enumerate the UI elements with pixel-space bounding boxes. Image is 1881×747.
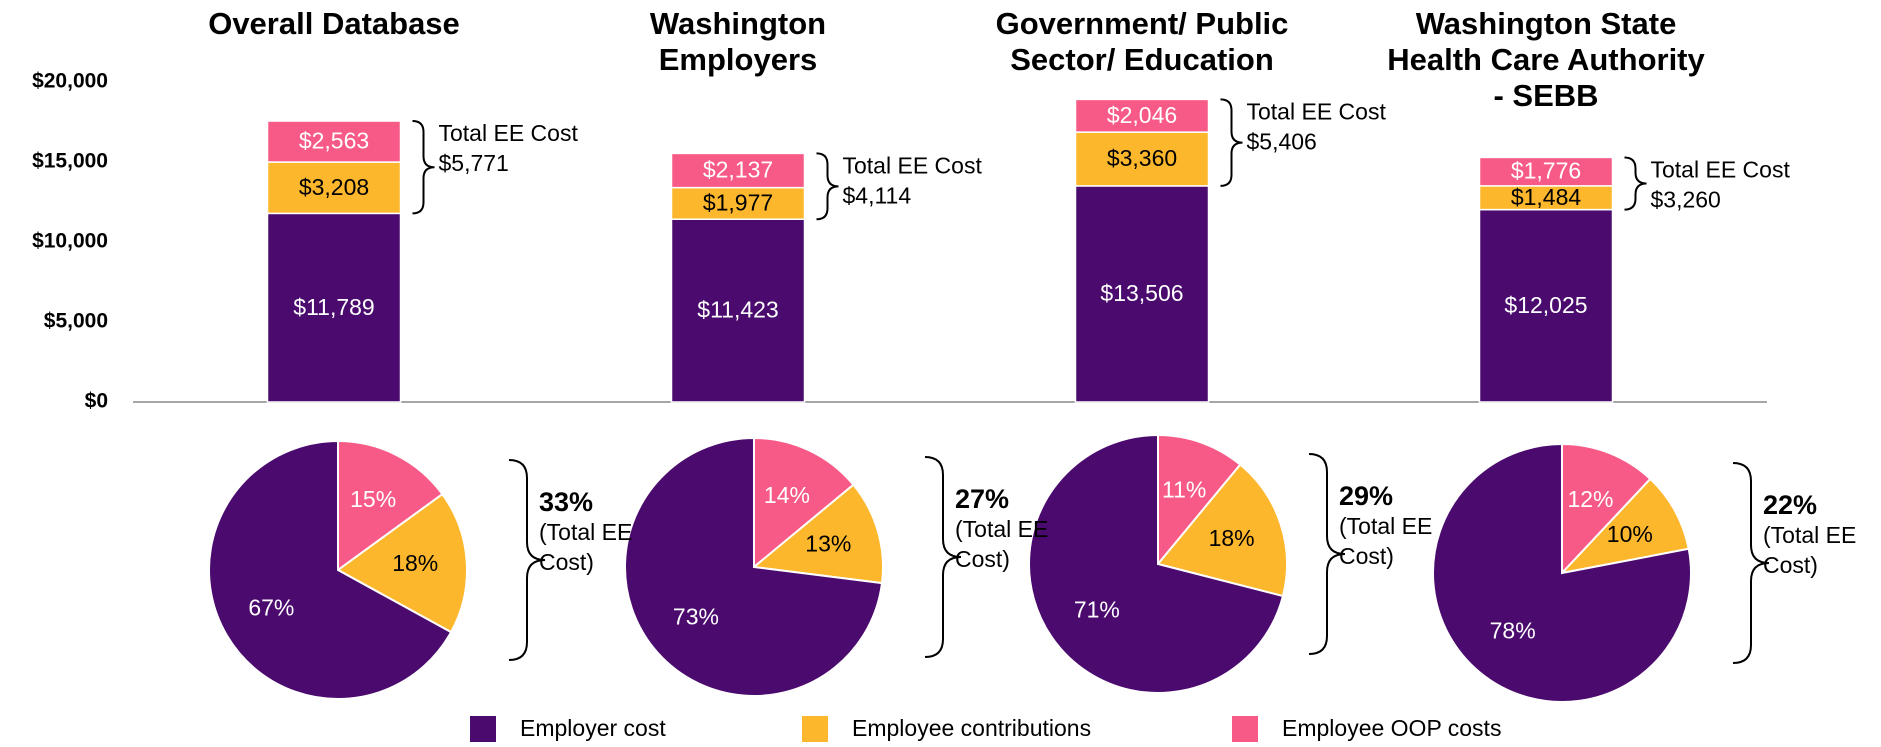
- total-label: Total EE Cost: [439, 120, 579, 146]
- total-brace: [412, 120, 435, 215]
- legend-swatch: [802, 716, 828, 742]
- total-brace: [1732, 462, 1770, 664]
- pie-total: 33%: [539, 487, 594, 517]
- y-tick-label: $15,000: [32, 150, 108, 173]
- pie-value-label: 71%: [1074, 597, 1120, 623]
- legend-label: Employee OOP costs: [1282, 715, 1501, 741]
- total-label: Total EE Cost: [1247, 98, 1387, 124]
- pie-note-text: (Total EE Cost): [1339, 513, 1433, 569]
- total-brace: [924, 456, 962, 658]
- total-value: $3,260: [1651, 187, 1721, 213]
- bar-value-label: $2,046: [1107, 102, 1177, 128]
- pie-slice: [753, 436, 855, 570]
- total-brace: [508, 459, 546, 661]
- total-brace: [1308, 453, 1346, 655]
- column-title: Overall Database: [208, 6, 460, 41]
- bar-segment: [266, 161, 402, 215]
- pie-note-text: (Total EE Cost): [539, 519, 633, 575]
- total-label: Total EE Cost: [843, 152, 983, 178]
- legend-label: Employer cost: [520, 715, 666, 741]
- pie-note: 29% (Total EE Cost): [1339, 481, 1454, 571]
- pie-slice: [1157, 433, 1242, 567]
- pie-slice: [336, 492, 468, 634]
- pie-value-label: 18%: [1209, 525, 1255, 551]
- pie-value-label: 78%: [1490, 618, 1536, 644]
- legend-swatch: [470, 716, 496, 742]
- pie-value-label: 10%: [1607, 521, 1653, 547]
- column-title: Government/ Public Sector/ Education: [995, 6, 1289, 77]
- pie-total: 29%: [1339, 481, 1394, 511]
- bar-segment: [1478, 156, 1614, 187]
- pie-total: 22%: [1763, 490, 1818, 520]
- pie-slice: [337, 439, 444, 572]
- pie-value-label: 14%: [764, 482, 810, 508]
- legend-swatch: [1232, 716, 1258, 742]
- bar-value-label: $1,977: [703, 189, 773, 215]
- pie-slice: [208, 439, 453, 700]
- pie-note-text: (Total EE Cost): [955, 516, 1049, 572]
- total-brace: [1624, 156, 1647, 211]
- pie-note-text: (Total EE Cost): [1763, 522, 1857, 578]
- pie-value-label: 73%: [673, 603, 719, 629]
- y-tick-label: $5,000: [44, 310, 108, 333]
- pie-slice: [751, 483, 884, 585]
- bar-segment: [266, 212, 402, 403]
- pie-value-label: 18%: [392, 550, 438, 576]
- pie-slice: [1156, 463, 1288, 598]
- total-brace: [816, 152, 839, 221]
- pie-value-label: 11%: [1162, 476, 1206, 502]
- bar-value-label: $1,484: [1511, 184, 1582, 210]
- bar-segment: [1478, 208, 1614, 403]
- total-value: $5,406: [1247, 128, 1317, 154]
- pie-slice: [624, 436, 884, 697]
- pie-value-label: 15%: [350, 486, 396, 512]
- pie-value-label: 67%: [248, 594, 294, 620]
- pie-slice: [1028, 433, 1285, 694]
- pie-note: 33% (Total EE Cost): [539, 487, 654, 577]
- total-brace: [1220, 98, 1243, 187]
- y-tick-label: $10,000: [32, 230, 108, 253]
- bar-segment: [1074, 98, 1210, 133]
- legend-label: Employee contributions: [852, 715, 1091, 741]
- bar-value-label: $2,563: [299, 128, 369, 154]
- pie-total: 27%: [955, 484, 1010, 514]
- bar-value-label: $1,776: [1511, 158, 1581, 184]
- pie-value-label: 13%: [805, 530, 851, 556]
- bar-value-label: $2,137: [703, 157, 773, 183]
- bar-value-label: $11,789: [293, 294, 374, 320]
- bar-segment: [670, 152, 806, 189]
- bar-value-label: $3,360: [1107, 145, 1177, 171]
- bar-segment: [670, 218, 806, 403]
- total-label: Total EE Cost: [1651, 157, 1791, 183]
- bar-value-label: $13,506: [1100, 280, 1183, 306]
- total-value: $4,114: [843, 182, 912, 208]
- bar-value-label: $3,208: [299, 174, 369, 200]
- pie-note: 22% (Total EE Cost): [1763, 490, 1878, 580]
- bar-value-label: $11,423: [697, 297, 778, 323]
- y-tick-label: $20,000: [32, 70, 108, 93]
- pie-value-label: 12%: [1567, 486, 1613, 512]
- pie-slice: [1561, 442, 1652, 576]
- bar-value-label: $12,025: [1504, 292, 1587, 318]
- pie-note: 27% (Total EE Cost): [955, 484, 1070, 574]
- y-tick-label: $0: [85, 390, 108, 413]
- column-title: Washington Employers: [649, 6, 827, 77]
- pie-slice: [1432, 442, 1692, 703]
- pie-slice: [1559, 477, 1690, 575]
- bar-segment: [1074, 131, 1210, 187]
- bar-segment: [266, 120, 402, 163]
- total-value: $5,771: [439, 150, 509, 176]
- column-title: Washington State Health Care Authority -…: [1387, 6, 1705, 113]
